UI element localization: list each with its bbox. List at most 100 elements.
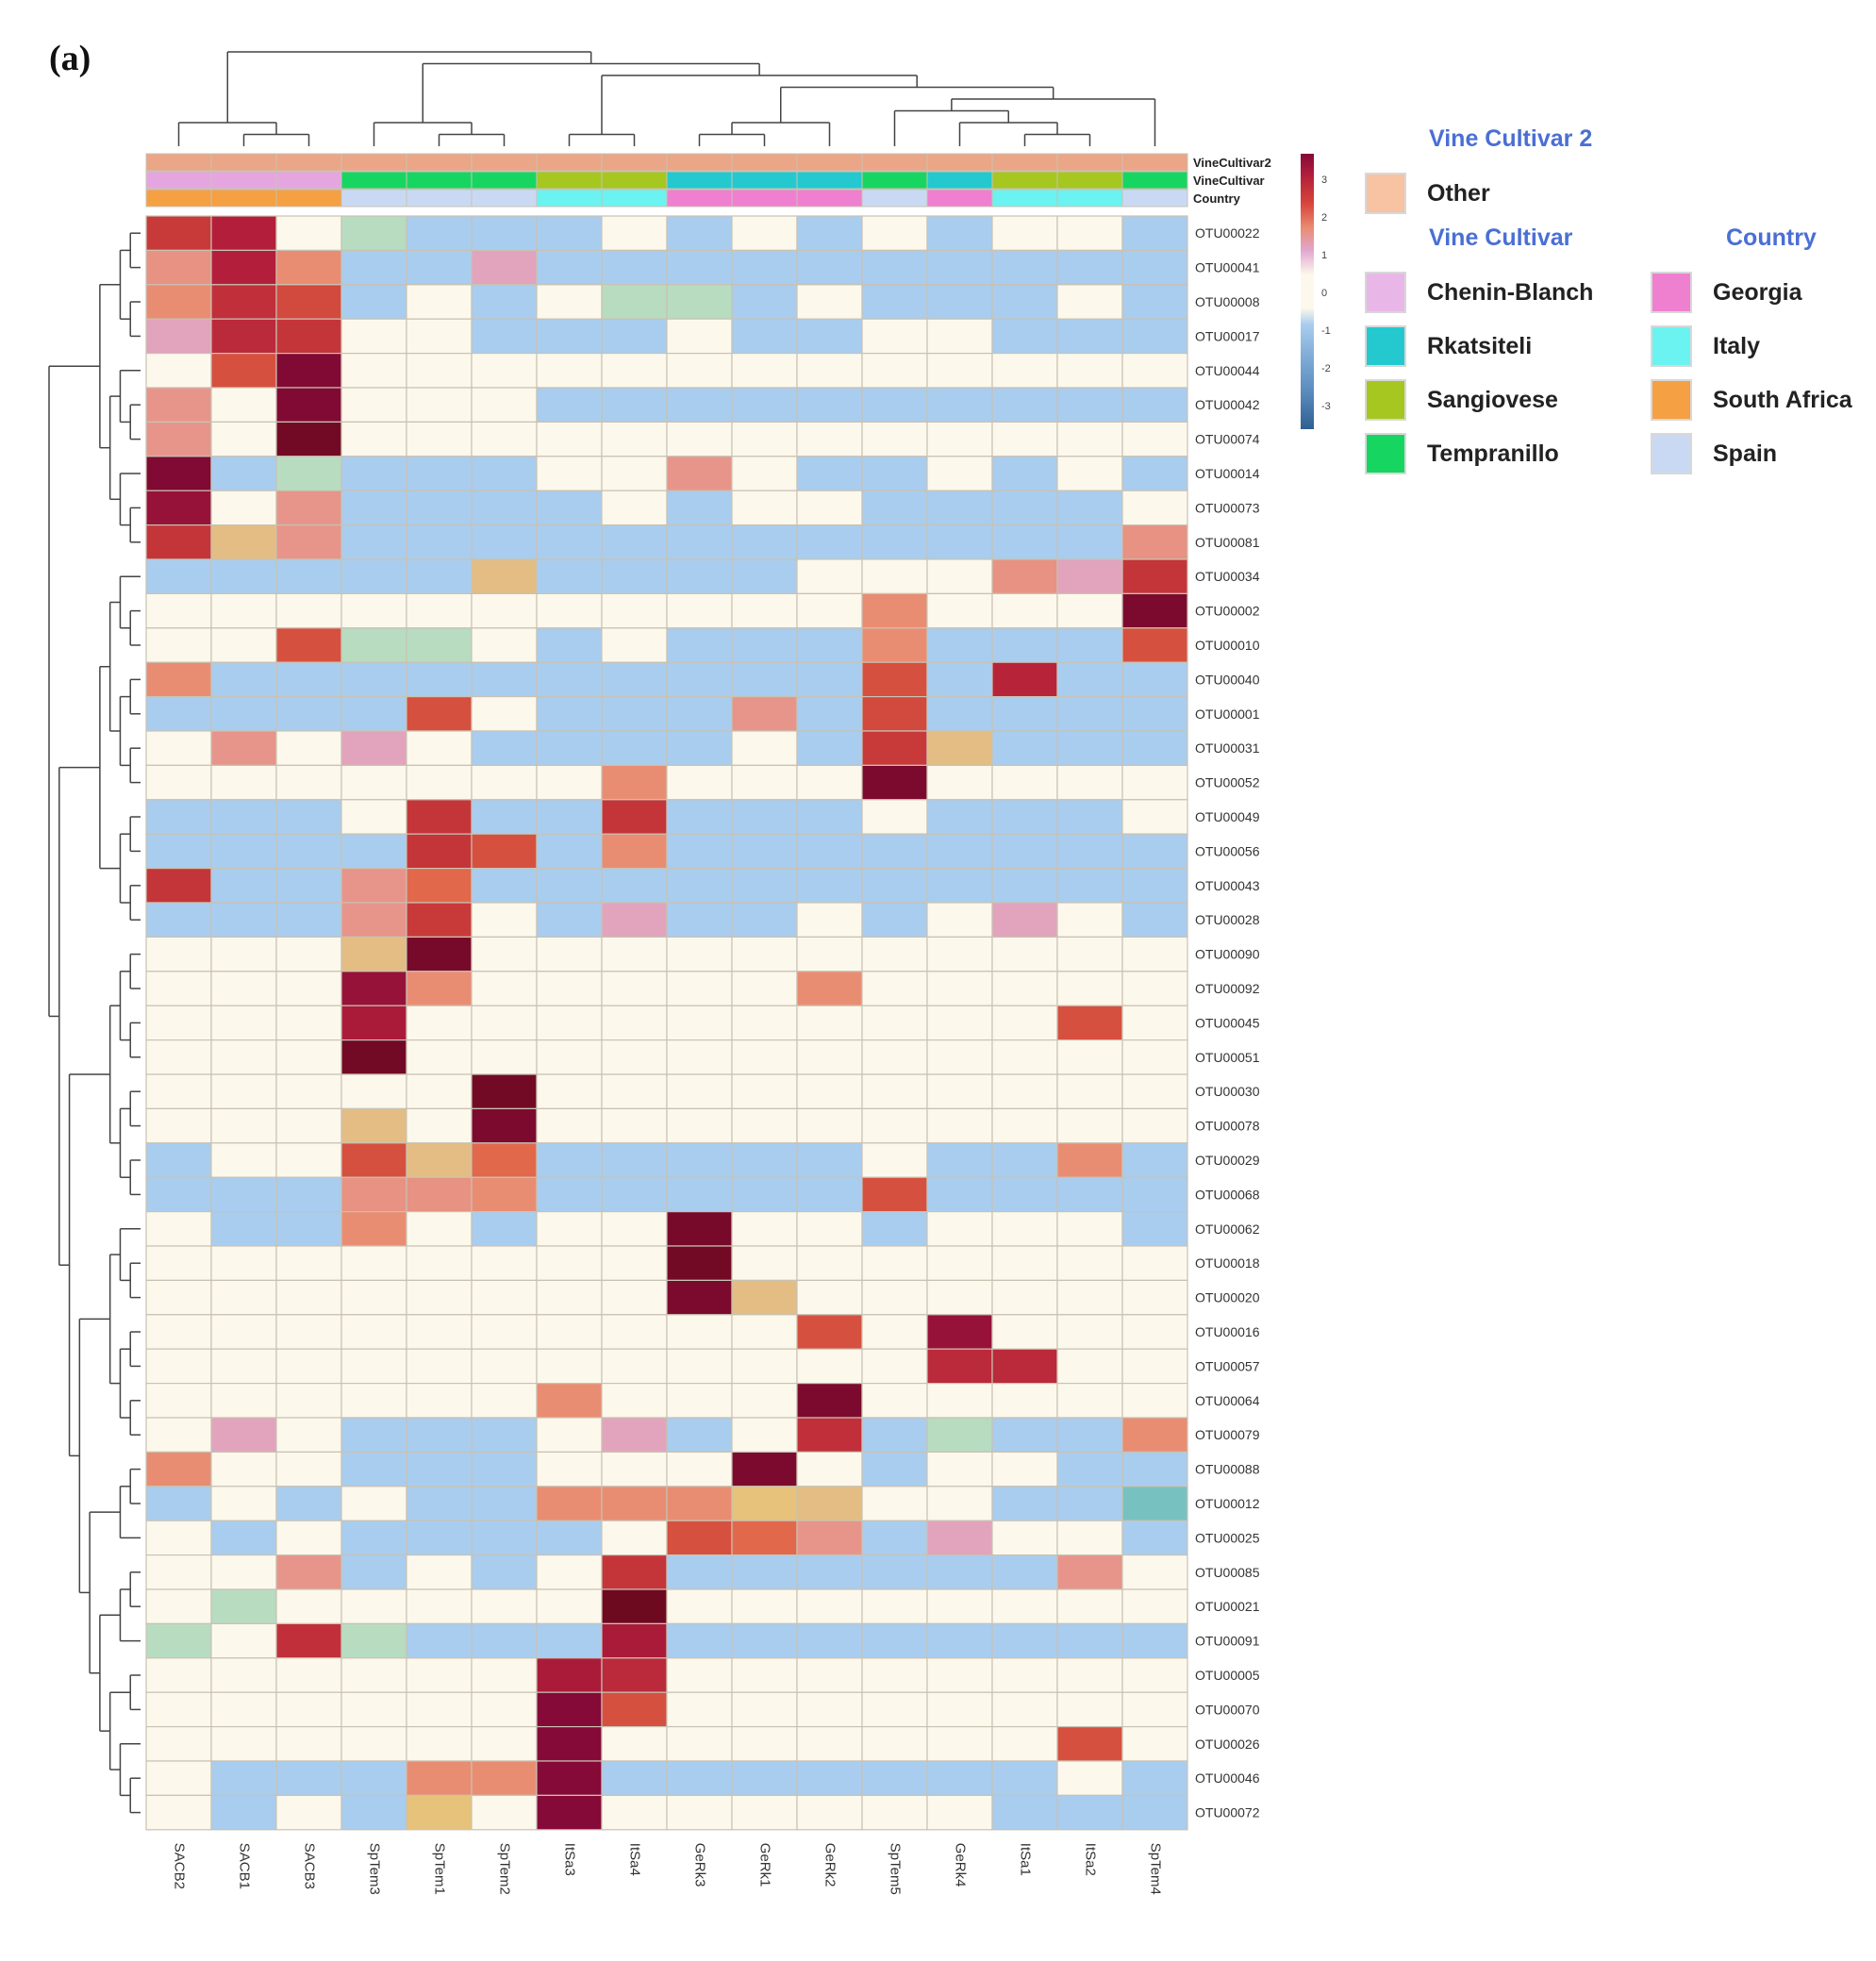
heatmap-cell-OTU00008-SACB1 bbox=[210, 284, 277, 320]
column-label-ItSa3: ItSa3 bbox=[562, 1843, 578, 1876]
heatmap-cell-OTU00052-GeRk3 bbox=[666, 764, 733, 801]
heatmap-cell-OTU00051-SpTem1 bbox=[406, 1039, 473, 1075]
heatmap-cell-OTU00031-GeRk2 bbox=[796, 730, 863, 767]
heatmap-cell-OTU00046-ItSa1 bbox=[991, 1760, 1058, 1797]
heatmap-cell-OTU00056-ItSa1 bbox=[991, 833, 1058, 870]
heatmap-cell-OTU00044-SACB3 bbox=[275, 353, 342, 389]
annotation-vinecultivar-SpTem3 bbox=[340, 171, 407, 190]
heatmap-cell-OTU00002-SpTem4 bbox=[1121, 592, 1188, 629]
heatmap-cell-OTU00018-SACB3 bbox=[275, 1245, 342, 1282]
column-label-SpTem2: SpTem2 bbox=[497, 1843, 513, 1895]
heatmap-cell-OTU00018-SpTem4 bbox=[1121, 1245, 1188, 1282]
heatmap-cell-OTU00017-GeRk1 bbox=[731, 318, 798, 355]
heatmap-cell-OTU00025-SACB2 bbox=[145, 1520, 212, 1556]
row-label-OTU00074: OTU00074 bbox=[1195, 432, 1260, 447]
legend-swatch-georgia bbox=[1651, 272, 1692, 313]
heatmap-cell-OTU00008-SpTem4 bbox=[1121, 284, 1188, 320]
heatmap-cell-OTU00016-GeRk2 bbox=[796, 1314, 863, 1350]
heatmap-cell-OTU00090-ItSa3 bbox=[536, 936, 603, 972]
row-label-OTU00029: OTU00029 bbox=[1195, 1153, 1260, 1168]
heatmap-cell-OTU00062-SACB3 bbox=[275, 1210, 342, 1247]
heatmap-cell-OTU00092-GeRk4 bbox=[926, 971, 993, 1006]
heatmap-cell-OTU00046-GeRk1 bbox=[731, 1760, 798, 1797]
heatmap-cell-OTU00044-ItSa3 bbox=[536, 353, 603, 389]
heatmap-cell-OTU00090-ItSa1 bbox=[991, 936, 1058, 972]
heatmap-cell-OTU00014-SACB3 bbox=[275, 456, 342, 491]
annotation-vinecultivar-GeRk1 bbox=[731, 171, 798, 190]
heatmap-cell-OTU00070-GeRk1 bbox=[731, 1691, 798, 1728]
heatmap-cell-OTU00091-ItSa1 bbox=[991, 1622, 1058, 1659]
annotation-vinecultivar-SACB1 bbox=[210, 171, 277, 190]
row-label-OTU00079: OTU00079 bbox=[1195, 1427, 1260, 1442]
heatmap-cell-OTU00045-SpTem1 bbox=[406, 1005, 473, 1041]
heatmap-cell-OTU00029-SpTem2 bbox=[471, 1142, 538, 1178]
heatmap-cell-OTU00070-SpTem5 bbox=[861, 1691, 928, 1728]
heatmap-cell-OTU00056-SpTem5 bbox=[861, 833, 928, 870]
heatmap-cell-OTU00012-SACB1 bbox=[210, 1486, 277, 1521]
annotation-vinecultivar-SpTem5 bbox=[861, 171, 928, 190]
annotation-vinecultivar2-GeRk1 bbox=[731, 153, 798, 172]
annotation-vinecultivar2-SpTem4 bbox=[1121, 153, 1188, 172]
column-label-GeRk2: GeRk2 bbox=[822, 1843, 838, 1887]
legend-label-tempranillo: Tempranillo bbox=[1427, 440, 1559, 467]
heatmap-cell-OTU00052-ItSa3 bbox=[536, 764, 603, 801]
heatmap-cell-OTU00052-SpTem3 bbox=[340, 764, 407, 801]
heatmap-cell-OTU00005-ItSa2 bbox=[1056, 1657, 1123, 1693]
heatmap-cell-OTU00001-ItSa4 bbox=[601, 695, 668, 732]
heatmap-cell-OTU00057-ItSa4 bbox=[601, 1348, 668, 1385]
heatmap-cell-OTU00012-GeRk2 bbox=[796, 1486, 863, 1521]
heatmap-cell-OTU00010-GeRk1 bbox=[731, 627, 798, 663]
legend-swatch-italy bbox=[1651, 325, 1692, 367]
heatmap-cell-OTU00018-SACB1 bbox=[210, 1245, 277, 1282]
heatmap-cell-OTU00025-SpTem5 bbox=[861, 1520, 928, 1556]
heatmap-cell-OTU00088-SpTem1 bbox=[406, 1451, 473, 1487]
heatmap-cell-OTU00029-ItSa4 bbox=[601, 1142, 668, 1178]
heatmap-cell-OTU00005-GeRk2 bbox=[796, 1657, 863, 1693]
heatmap-cell-OTU00072-SpTem5 bbox=[861, 1794, 928, 1831]
annotation-country-GeRk4 bbox=[926, 189, 993, 208]
heatmap-cell-OTU00046-SpTem3 bbox=[340, 1760, 407, 1797]
heatmap-cell-OTU00040-SpTem4 bbox=[1121, 661, 1188, 698]
heatmap-cell-OTU00026-GeRk2 bbox=[796, 1725, 863, 1762]
heatmap-cell-OTU00072-ItSa3 bbox=[536, 1794, 603, 1831]
heatmap-cell-OTU00031-SACB2 bbox=[145, 730, 212, 767]
heatmap-cell-OTU00005-ItSa3 bbox=[536, 1657, 603, 1693]
heatmap-cell-OTU00064-ItSa4 bbox=[601, 1382, 668, 1419]
heatmap-cell-OTU00028-GeRk1 bbox=[731, 902, 798, 939]
heatmap-cell-OTU00070-SACB3 bbox=[275, 1691, 342, 1728]
heatmap-cell-OTU00074-SACB2 bbox=[145, 421, 212, 457]
heatmap-cell-OTU00026-GeRk3 bbox=[666, 1725, 733, 1762]
heatmap-cell-OTU00049-ItSa4 bbox=[601, 799, 668, 835]
heatmap-cell-OTU00068-SACB3 bbox=[275, 1176, 342, 1213]
heatmap-cell-OTU00081-GeRk1 bbox=[731, 523, 798, 560]
heatmap-cell-OTU00057-ItSa3 bbox=[536, 1348, 603, 1385]
heatmap-cell-OTU00052-GeRk1 bbox=[731, 764, 798, 801]
heatmap-cell-OTU00045-GeRk1 bbox=[731, 1005, 798, 1041]
heatmap-cell-OTU00085-GeRk2 bbox=[796, 1554, 863, 1590]
heatmap-cell-OTU00021-ItSa4 bbox=[601, 1588, 668, 1625]
heatmap-cell-OTU00008-SACB3 bbox=[275, 284, 342, 320]
heatmap-cell-OTU00062-GeRk3 bbox=[666, 1210, 733, 1247]
heatmap-cell-OTU00020-ItSa4 bbox=[601, 1279, 668, 1316]
heatmap-cell-OTU00090-GeRk4 bbox=[926, 936, 993, 972]
heatmap-cell-OTU00078-ItSa1 bbox=[991, 1107, 1058, 1144]
annotation-country-SACB1 bbox=[210, 189, 277, 208]
heatmap-cell-OTU00068-GeRk1 bbox=[731, 1176, 798, 1213]
heatmap-cell-OTU00079-ItSa2 bbox=[1056, 1417, 1123, 1454]
heatmap-cell-OTU00042-SACB3 bbox=[275, 387, 342, 424]
heatmap-cell-OTU00008-GeRk4 bbox=[926, 284, 993, 320]
heatmap-cell-OTU00068-SpTem3 bbox=[340, 1176, 407, 1213]
heatmap-cell-OTU00034-SpTem2 bbox=[471, 558, 538, 595]
row-label-OTU00021: OTU00021 bbox=[1195, 1599, 1260, 1614]
heatmap-cell-OTU00045-SpTem4 bbox=[1121, 1005, 1188, 1041]
heatmap-cell-OTU00078-GeRk2 bbox=[796, 1107, 863, 1144]
heatmap-cell-OTU00025-ItSa3 bbox=[536, 1520, 603, 1556]
heatmap-cell-OTU00014-ItSa2 bbox=[1056, 456, 1123, 491]
heatmap-cell-OTU00034-ItSa2 bbox=[1056, 558, 1123, 595]
heatmap-cell-OTU00026-SACB2 bbox=[145, 1725, 212, 1762]
heatmap-cell-OTU00051-ItSa4 bbox=[601, 1039, 668, 1075]
heatmap-cell-OTU00051-SACB1 bbox=[210, 1039, 277, 1075]
color-scale-tick--1: -1 bbox=[1321, 325, 1331, 337]
row-label-OTU00020: OTU00020 bbox=[1195, 1290, 1260, 1305]
heatmap-cell-OTU00056-GeRk1 bbox=[731, 833, 798, 870]
